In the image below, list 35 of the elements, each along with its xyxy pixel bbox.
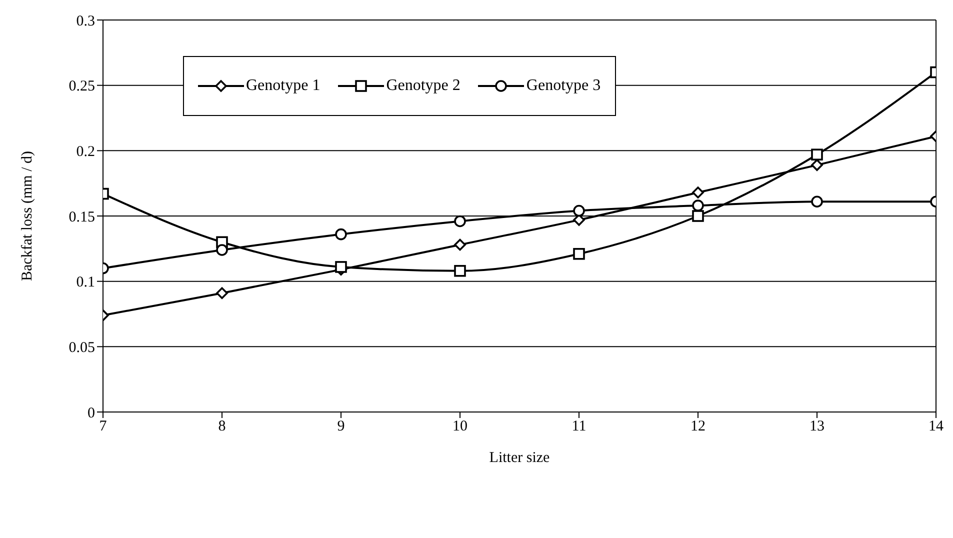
- point: [335, 261, 347, 273]
- x-tick-label: 12: [690, 418, 706, 435]
- legend-label: Genotype 3: [526, 77, 601, 95]
- y-tick-label: 0.2: [76, 144, 95, 160]
- y-axis-title: Backfat loss (mm / d): [19, 151, 36, 281]
- x-axis-title: Litter size: [489, 450, 550, 466]
- x-tick-label: 11: [572, 418, 586, 435]
- point: [692, 200, 704, 212]
- y-tick-label: 0.25: [68, 78, 95, 95]
- y-tick-label: 0.05: [68, 340, 95, 356]
- point: [216, 244, 228, 256]
- y-tick-label: 0.15: [68, 209, 95, 226]
- x-tick-label: 13: [810, 418, 824, 435]
- y-tick-label: 0: [88, 405, 95, 422]
- point: [454, 264, 466, 277]
- point: [811, 196, 823, 208]
- x-tick-label: 7: [99, 418, 108, 435]
- x-tick-label: 14: [928, 418, 944, 435]
- point: [454, 238, 466, 251]
- y-tick-label: 0.3: [76, 13, 95, 30]
- point: [454, 215, 466, 228]
- point: [573, 248, 585, 260]
- x-tick-label: 9: [337, 418, 345, 435]
- point: [216, 287, 228, 299]
- x-tick-label: 10: [452, 418, 468, 435]
- point: [811, 148, 823, 160]
- point: [335, 228, 347, 240]
- point: [573, 204, 585, 217]
- point: [692, 210, 704, 222]
- point: [692, 186, 704, 198]
- legend-label: Genotype 1: [246, 77, 320, 95]
- x-tick-label: 8: [218, 418, 226, 435]
- y-tick-label: 0.1: [76, 274, 95, 291]
- legend-label: Genotype 2: [386, 77, 460, 95]
- point: [811, 159, 823, 171]
